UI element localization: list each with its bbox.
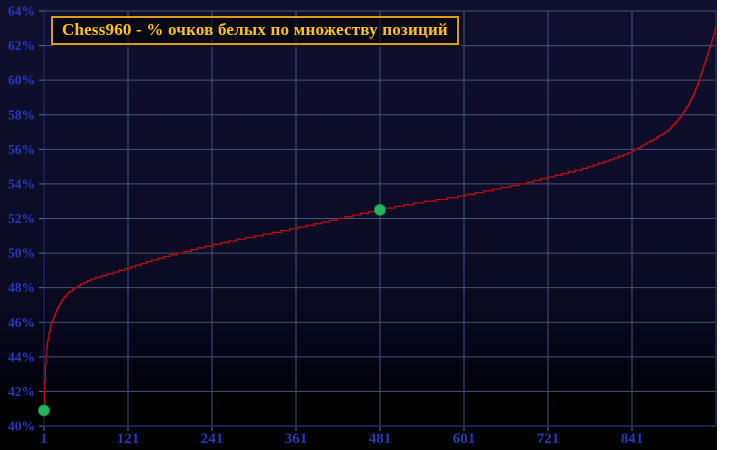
x-tick-label: 841 [621,431,644,447]
y-tick-label: 54% [8,176,35,191]
x-tick-label: 361 [285,431,308,447]
y-tick-label: 64% [8,4,35,19]
marker-dot [374,203,386,216]
score-curve [44,26,716,412]
y-tick-label: 42% [8,384,35,399]
y-tick-label: 46% [8,315,35,330]
marker-dot [38,404,50,417]
y-tick-label: 58% [8,107,35,122]
x-tick-label: 601 [453,431,476,447]
y-tick-label: 44% [8,349,35,364]
y-tick-label: 48% [8,280,35,295]
y-tick-label: 60% [8,73,35,88]
plot-svg: 40% 42% 44% 46% 48% 50% 52% 54% 56% 58% 60% 62% 64% 1… [8,4,717,447]
x-tick-label: 481 [369,431,392,447]
y-tick-label: 50% [8,246,35,261]
x-tick-label: 721 [537,431,560,447]
y-tick-label: 62% [8,38,35,53]
x-tick-label: 121 [117,431,140,447]
chess960-chart: 40% 42% 44% 46% 48% 50% 52% 54% 56% 58% 60% 62% 64% 1… [0,0,717,450]
page-right-margin [717,0,733,450]
x-tick-label: 241 [201,431,224,447]
x-tick-label: 1 [40,431,48,447]
y-tick-label: 56% [8,142,35,157]
chart-title: Chess960 - % очков белых по множеству по… [51,16,459,45]
y-tick-label: 52% [8,211,35,226]
y-tick-label: 40% [8,419,35,434]
